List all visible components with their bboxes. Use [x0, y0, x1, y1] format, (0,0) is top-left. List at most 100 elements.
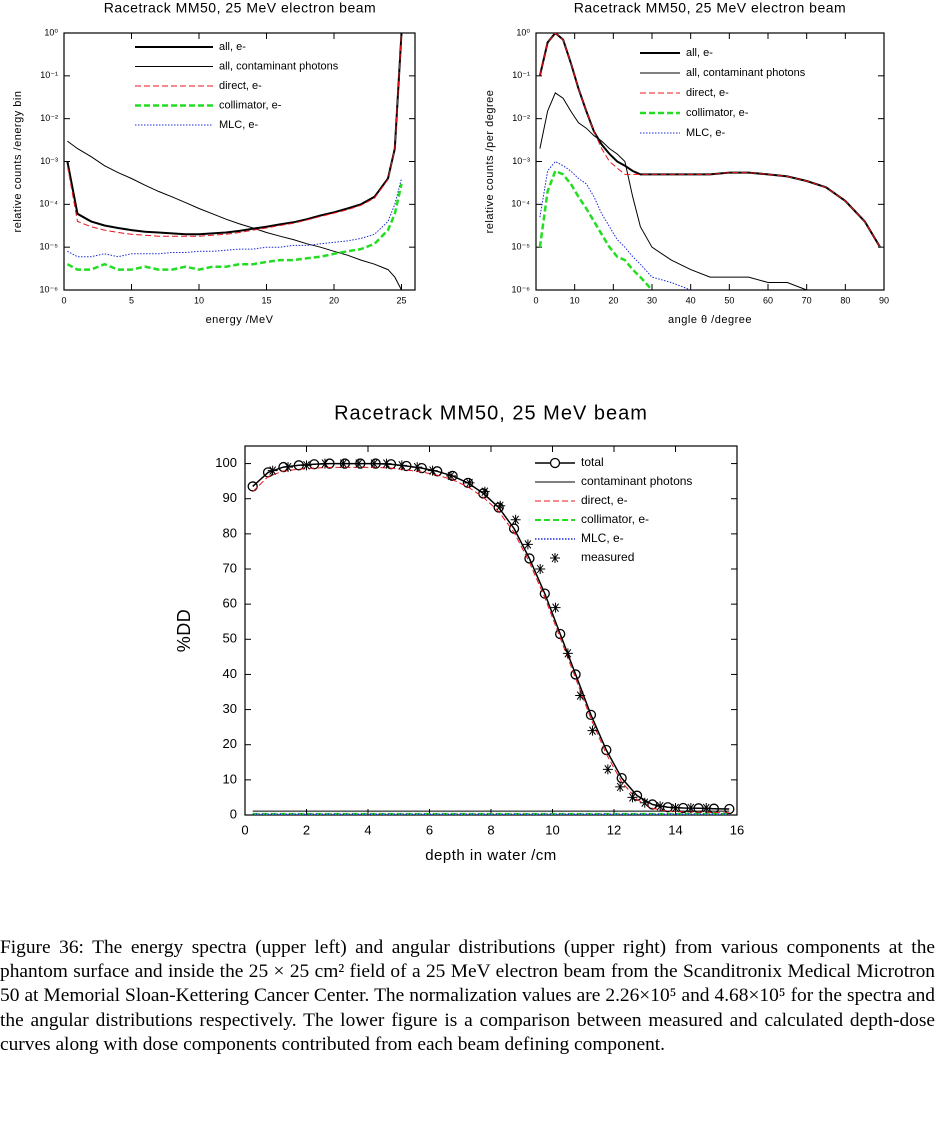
x-tick-label: 60 [763, 295, 773, 305]
y-tick-label: 0 [230, 806, 237, 821]
legend-label: all, e- [219, 41, 246, 53]
data-point [701, 802, 712, 813]
plot-area [538, 33, 881, 290]
series-line [539, 33, 881, 248]
y-tick-label: 10⁻⁶ [512, 284, 531, 294]
y-axis-label: %DD [174, 609, 194, 653]
legend-label: measured [581, 550, 634, 564]
x-tick-label: 0 [533, 295, 538, 305]
x-tick-label: 20 [608, 295, 618, 305]
legend-label: direct, e- [219, 80, 262, 92]
y-tick-label: 10⁻⁶ [40, 284, 59, 294]
y-tick-label: 80 [223, 525, 237, 540]
x-tick-label: 6 [426, 822, 433, 837]
y-tick-label: 10⁰ [44, 27, 58, 37]
legend-label: all, contaminant photons [686, 67, 806, 79]
y-tick-label: 50 [223, 631, 237, 646]
data-point [685, 802, 696, 813]
x-tick-label: 50 [724, 295, 734, 305]
series-line [539, 92, 865, 290]
x-tick-label: 20 [329, 295, 339, 305]
x-axis-label: angle θ /degree [668, 314, 752, 326]
legend-marker [550, 553, 560, 563]
data-point [550, 602, 561, 613]
legend-label: contaminant photons [581, 474, 692, 488]
x-tick-label: 0 [61, 295, 66, 305]
series-line [67, 140, 402, 290]
x-tick-label: 25 [396, 295, 406, 305]
y-axis-label: relative counts /per degree [484, 90, 496, 234]
figure: Racetrack MM50, 25 MeV electron beam ener… [12, 0, 889, 864]
data-point [647, 799, 658, 810]
data-point [301, 460, 312, 471]
series-line [67, 178, 402, 258]
y-tick-label: 10⁻³ [512, 156, 530, 166]
y-axis-label: relative counts /energy bin [12, 91, 24, 233]
data-point [396, 460, 407, 471]
data-point [495, 500, 506, 511]
x-tick-label: 5 [129, 295, 134, 305]
plot-area [66, 33, 403, 290]
data-point [639, 797, 650, 808]
x-tick-label: 15 [261, 295, 271, 305]
data-point [412, 462, 423, 473]
y-tick-label: 10⁻⁵ [40, 242, 59, 252]
data-point [381, 458, 392, 469]
y-tick-label: 100 [215, 455, 237, 470]
y-tick-label: 10⁻⁴ [511, 199, 530, 209]
y-tick-label: 40 [223, 666, 237, 681]
data-point [446, 470, 457, 481]
x-axis-label: energy /MeV [206, 314, 274, 326]
x-tick-label: 70 [802, 295, 812, 305]
data-point [662, 802, 673, 813]
x-tick-label: 4 [364, 822, 371, 837]
data-point [670, 802, 681, 813]
chart-title: Racetrack MM50, 25 MeV beam [334, 402, 648, 424]
legend-marker [549, 457, 561, 469]
x-tick-label: 40 [686, 295, 696, 305]
x-tick-label: 14 [668, 822, 682, 837]
series-line [66, 33, 403, 236]
data-point [522, 539, 533, 550]
y-tick-label: 70 [223, 560, 237, 575]
legend-label: total [581, 455, 604, 469]
x-tick-label: 12 [607, 822, 621, 837]
x-axis-label: depth in water /cm [425, 847, 557, 864]
data-point [615, 781, 626, 792]
y-tick-label: 10⁰ [516, 27, 530, 37]
x-tick-label: 2 [303, 822, 310, 837]
data-point [587, 725, 598, 736]
y-tick-label: 20 [223, 736, 237, 751]
legend-label: direct, e- [686, 87, 729, 99]
y-tick-label: 10⁻¹ [512, 70, 530, 80]
data-point [724, 803, 735, 815]
x-tick-label: 10 [545, 822, 559, 837]
data-point [479, 486, 490, 497]
x-tick-label: 30 [647, 295, 657, 305]
chart-title: Racetrack MM50, 25 MeV electron beam [104, 0, 376, 16]
data-point [247, 481, 258, 492]
series-line [66, 33, 402, 237]
data-point [427, 465, 438, 476]
data-point [369, 458, 380, 469]
x-tick-label: 10 [194, 295, 204, 305]
y-tick-label: 30 [223, 701, 237, 716]
data-point [585, 709, 597, 720]
legend-label: direct, e- [581, 493, 628, 507]
data-point [575, 690, 586, 701]
x-tick-label: 8 [487, 822, 494, 837]
data-point [338, 458, 349, 469]
series-line [252, 466, 730, 814]
legend-label: MLC, e- [581, 531, 624, 545]
series-line [538, 169, 653, 290]
legend-label: collimator, e- [219, 99, 282, 111]
data-point [627, 792, 638, 803]
series-line [252, 462, 730, 810]
y-tick-label: 10⁻³ [40, 156, 58, 166]
data-point [283, 462, 294, 473]
data-point [353, 458, 364, 469]
chart-title: Racetrack MM50, 25 MeV electron beam [574, 0, 846, 16]
legend-label: collimator, e- [581, 512, 649, 526]
data-point [309, 459, 320, 470]
